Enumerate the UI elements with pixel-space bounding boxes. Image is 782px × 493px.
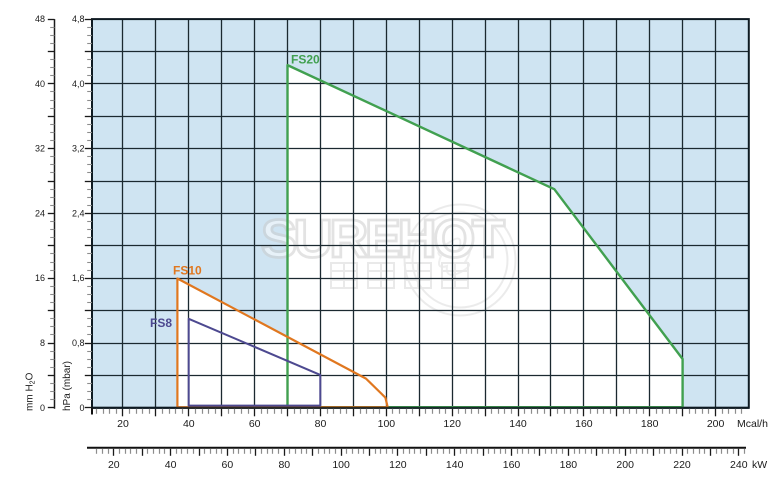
svg-text:40: 40 xyxy=(183,418,195,430)
svg-text:220: 220 xyxy=(673,459,691,471)
svg-text:0,8: 0,8 xyxy=(72,338,85,348)
svg-text:SUREHOT: SUREHOT xyxy=(261,209,505,269)
svg-text:80: 80 xyxy=(315,418,327,430)
svg-text:3,2: 3,2 xyxy=(72,144,85,154)
svg-text:16: 16 xyxy=(35,273,45,283)
svg-text:FS10: FS10 xyxy=(173,264,202,278)
svg-text:20: 20 xyxy=(117,418,129,430)
svg-text:48: 48 xyxy=(35,14,45,24)
svg-text:mm H2O: mm H2O xyxy=(25,372,37,411)
svg-text:40: 40 xyxy=(35,79,45,89)
svg-text:kW: kW xyxy=(752,459,767,471)
svg-text:100: 100 xyxy=(332,459,350,471)
svg-text:hPa (mbar): hPa (mbar) xyxy=(62,361,73,411)
svg-text:240: 240 xyxy=(730,459,748,471)
svg-text:40: 40 xyxy=(165,459,177,471)
svg-text:120: 120 xyxy=(443,418,461,430)
svg-text:20: 20 xyxy=(108,459,120,471)
svg-text:FS20: FS20 xyxy=(291,53,320,67)
svg-text:180: 180 xyxy=(560,459,578,471)
svg-text:60: 60 xyxy=(249,418,261,430)
svg-text:180: 180 xyxy=(641,418,659,430)
svg-text:8: 8 xyxy=(40,338,45,348)
svg-text:24: 24 xyxy=(35,209,45,219)
svg-text:32: 32 xyxy=(35,144,45,154)
svg-text:1,6: 1,6 xyxy=(72,273,85,283)
svg-text:140: 140 xyxy=(509,418,527,430)
svg-text:4,8: 4,8 xyxy=(72,14,85,24)
svg-text:0: 0 xyxy=(40,403,45,413)
svg-text:60: 60 xyxy=(222,459,234,471)
svg-text:120: 120 xyxy=(389,459,407,471)
svg-text:80: 80 xyxy=(278,459,290,471)
svg-text:Mcal/h: Mcal/h xyxy=(737,418,768,430)
svg-text:2,4: 2,4 xyxy=(72,209,85,219)
svg-text:160: 160 xyxy=(503,459,521,471)
svg-text:140: 140 xyxy=(446,459,464,471)
svg-text:4,0: 4,0 xyxy=(72,79,85,89)
svg-text:160: 160 xyxy=(575,418,593,430)
svg-text:100: 100 xyxy=(378,418,396,430)
svg-text:FS8: FS8 xyxy=(150,316,172,330)
svg-text:200: 200 xyxy=(707,418,725,430)
svg-text:0: 0 xyxy=(79,403,84,413)
svg-text:200: 200 xyxy=(616,459,634,471)
